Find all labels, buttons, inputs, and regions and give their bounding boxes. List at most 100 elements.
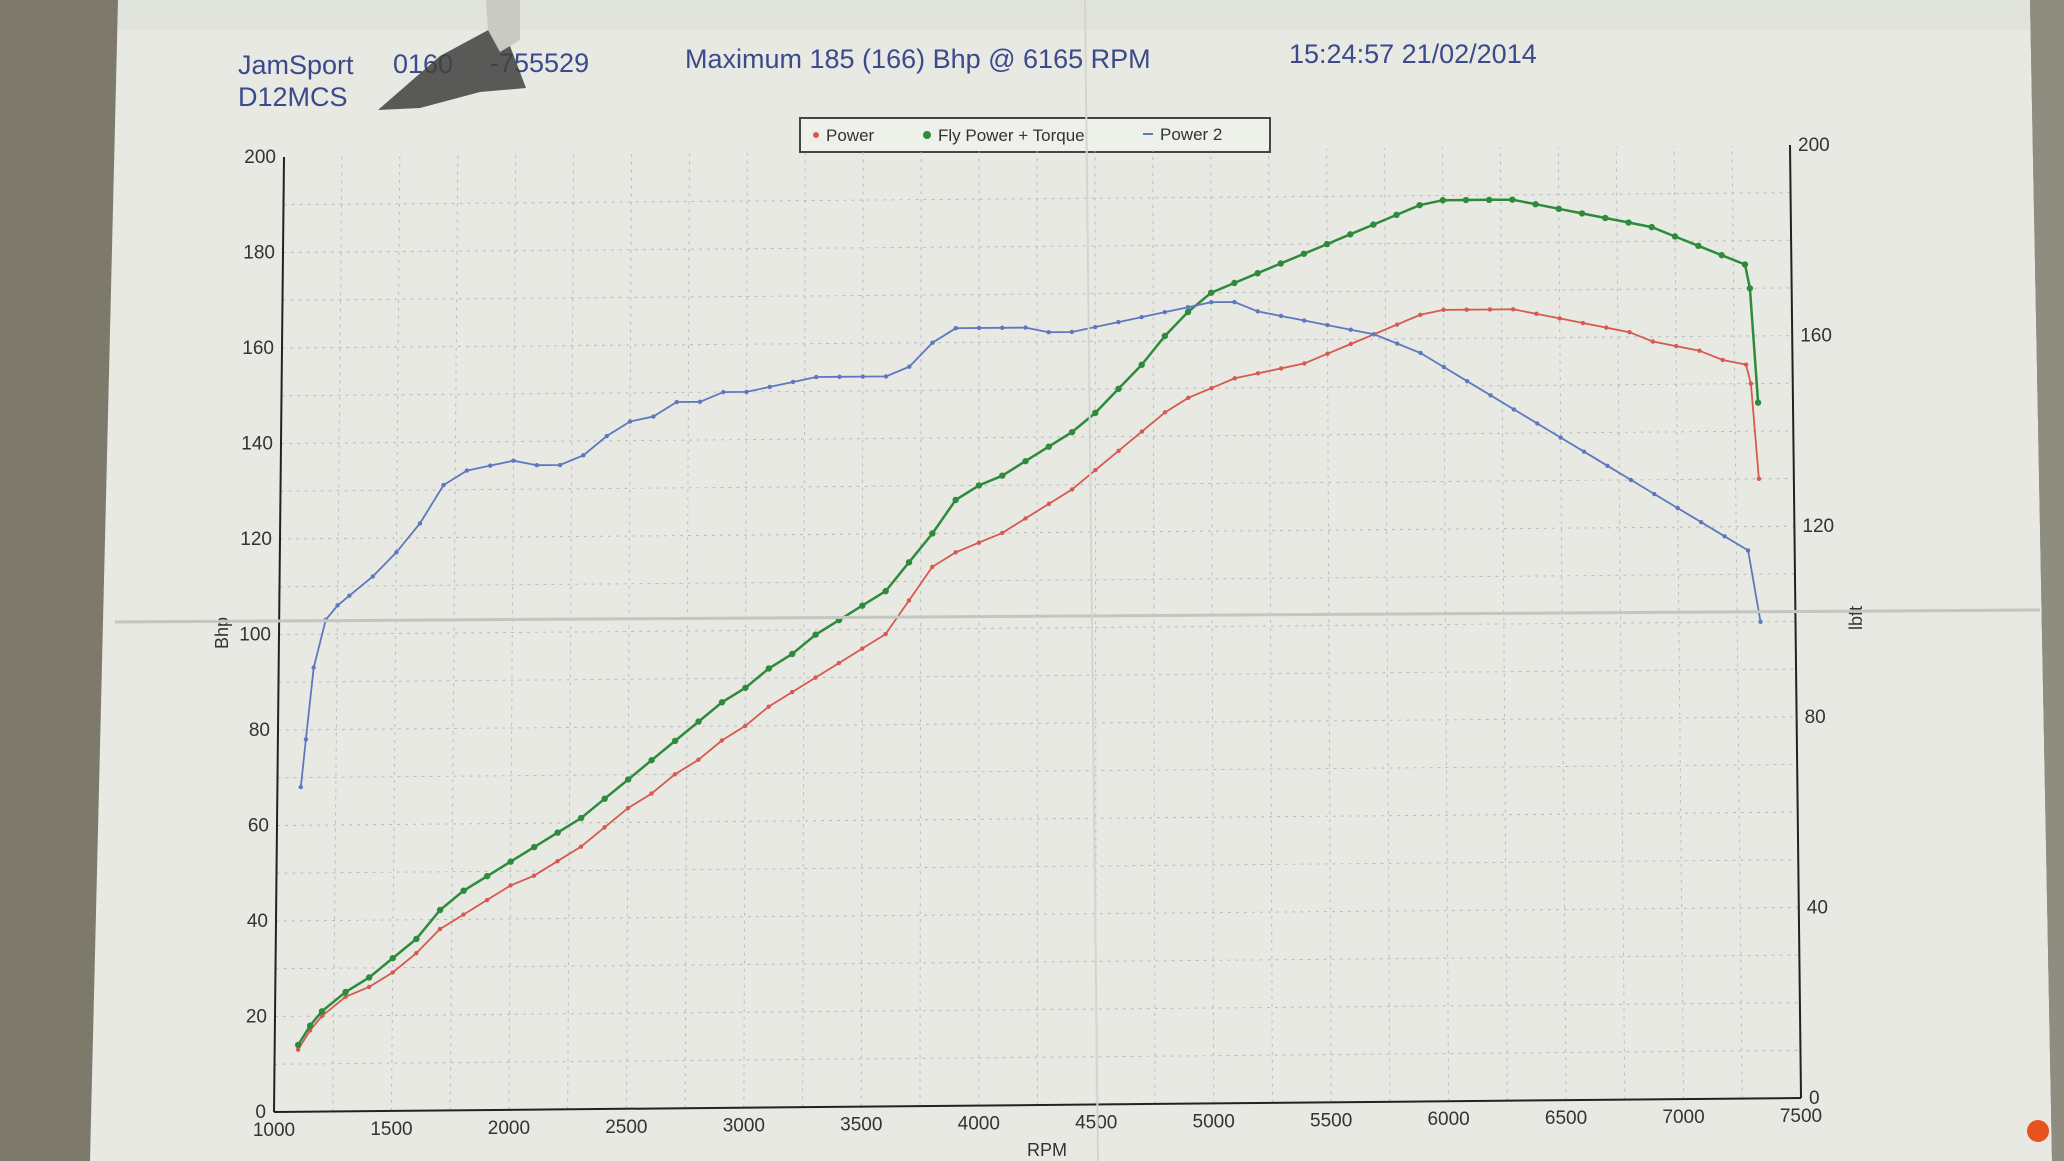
data-point-power [1162, 410, 1168, 415]
legend-item-power-2: Power 2 [1143, 125, 1222, 144]
data-point-power-2 [976, 325, 982, 331]
run-datetime: 15:24:57 21/02/2014 [1289, 39, 1537, 69]
data-point-fly-power-torque [1277, 260, 1284, 267]
data-point-power-2 [1605, 463, 1610, 469]
data-point-fly-power-torque [1370, 221, 1377, 228]
data-point-power [1278, 366, 1284, 371]
data-point-power-2 [1441, 364, 1447, 370]
data-point-power [906, 598, 912, 603]
data-point-power-2 [335, 603, 340, 608]
data-point-fly-power-torque [483, 872, 491, 880]
data-point-power-2 [488, 463, 493, 468]
data-point-power-2 [1023, 325, 1028, 330]
data-point-fly-power-torque [975, 482, 983, 489]
data-point-power-2 [1511, 407, 1517, 412]
data-point-power-2 [581, 453, 586, 458]
grid-line-vertical [1384, 148, 1391, 1102]
data-point-fly-power-torque [1393, 211, 1400, 219]
data-point-fly-power-torque [507, 858, 514, 865]
data-point-power [1000, 530, 1005, 536]
data-point-power [836, 660, 842, 666]
y2-tick-label: 80 [1805, 707, 1826, 728]
data-point-fly-power-torque [1485, 196, 1493, 204]
data-point-power [1697, 348, 1702, 353]
data-point-fly-power-torque [1115, 385, 1122, 393]
x-tick-label: 4000 [958, 1114, 1000, 1135]
data-point-fly-power-torque [1741, 261, 1749, 268]
grid-line-horizontal [282, 239, 1792, 253]
grid-line-vertical [1499, 147, 1508, 1101]
data-point-power-2 [883, 374, 889, 379]
y-tick-label: 0 [255, 1102, 266, 1123]
data-point-fly-power-torque [929, 530, 936, 537]
x-tick-label: 6000 [1427, 1109, 1469, 1130]
data-point-fly-power-torque [1300, 250, 1308, 257]
data-point-power-2 [930, 340, 935, 345]
x-tick-label: 6500 [1545, 1108, 1587, 1129]
paper-fold-crease [114, 608, 2041, 624]
data-point-power [1186, 395, 1191, 400]
legend-item-power: Power [813, 126, 875, 145]
data-point-fly-power-torque [1231, 279, 1238, 287]
legend-item-fly-power: Fly Power + Torque [923, 126, 1085, 145]
data-point-power-2 [1488, 393, 1493, 398]
data-point-power-2 [1046, 329, 1051, 335]
data-point-fly-power-torque [1045, 443, 1052, 450]
data-point-fly-power-torque [695, 718, 702, 725]
data-point-power-2 [1116, 319, 1121, 325]
grid-line-horizontal [278, 668, 1797, 683]
data-point-power [484, 897, 490, 903]
data-point-power [696, 757, 701, 762]
data-point-power [578, 844, 584, 849]
data-point-power-2 [790, 379, 796, 385]
data-point-power [860, 646, 865, 651]
legend-label-power-2: Power 2 [1160, 125, 1222, 144]
y2-tick-label: 120 [1802, 516, 1834, 537]
data-point-fly-power-torque [812, 631, 819, 638]
data-point-power-2 [1232, 299, 1237, 305]
data-point-power-2 [814, 374, 819, 380]
data-point-power [1023, 516, 1028, 521]
data-point-fly-power-torque [882, 587, 889, 595]
data-point-fly-power-torque [1323, 240, 1331, 248]
data-point-power-2 [534, 463, 539, 468]
data-point-fly-power-torque [1602, 214, 1609, 222]
data-point-power [743, 723, 748, 729]
plot-axes [273, 144, 1802, 1113]
x-axis-label: RPM [1027, 1140, 1067, 1160]
data-point-power-2 [311, 665, 316, 670]
data-point-fly-power-torque [306, 1022, 314, 1029]
paper-sheet [90, 0, 2052, 1161]
x-tick-label: 5000 [1193, 1111, 1235, 1132]
data-point-power-2 [1652, 491, 1657, 497]
data-point-fly-power-torque [365, 974, 373, 981]
data-point-power-2 [1628, 477, 1634, 483]
data-point-power [719, 738, 725, 743]
vehicle-registration: D12MCS [238, 82, 348, 112]
grid-line-horizontal [282, 287, 1792, 301]
data-point-power [461, 912, 466, 917]
x-tick-label: 2000 [488, 1118, 530, 1139]
data-point-power-2 [651, 414, 656, 419]
data-point-fly-power-torque [1695, 242, 1702, 250]
data-point-power [766, 704, 771, 709]
data-point-power [813, 675, 818, 680]
grid-line-horizontal [283, 192, 1791, 206]
data-point-power [1255, 371, 1261, 376]
data-point-power [437, 926, 443, 932]
data-point-power-2 [860, 374, 865, 379]
x-tick-label: 5500 [1310, 1110, 1352, 1131]
y-tick-label: 180 [243, 243, 275, 264]
data-point-fly-power-torque [1092, 409, 1099, 417]
data-point-fly-power-torque [671, 737, 679, 745]
data-point-fly-power-torque [1161, 332, 1169, 340]
data-point-fly-power-torque [718, 699, 726, 706]
data-point-fly-power-torque [1555, 205, 1563, 213]
data-point-power-2 [837, 374, 842, 380]
data-point-power [1232, 376, 1237, 381]
data-point-power-2 [1758, 619, 1763, 624]
data-point-fly-power-torque [1347, 231, 1354, 238]
data-point-fly-power-torque [905, 559, 913, 566]
data-point-power-2 [1162, 309, 1168, 315]
data-point-power-2 [1139, 314, 1144, 320]
